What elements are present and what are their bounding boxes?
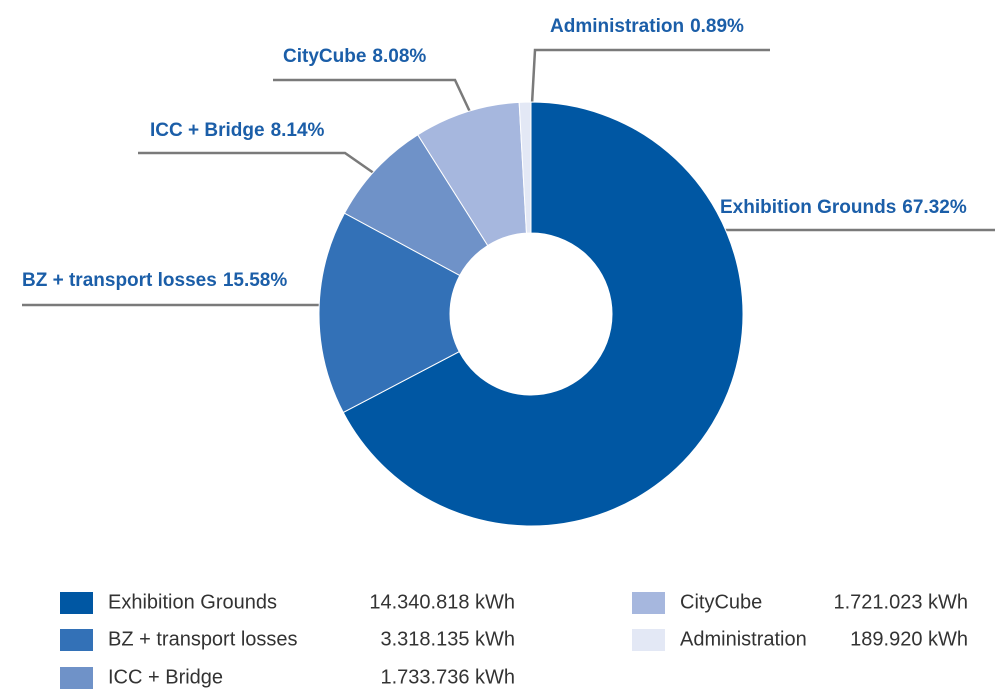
legend-swatch [632,592,665,614]
slice-label-name: ICC + Bridge [150,120,265,141]
slice-label-value: 8.14% [271,120,325,141]
legend-value: 1.733.736 kWh [380,666,515,688]
slice-label: ICC + Bridge 8.14% [150,120,325,141]
donut-slice [342,101,744,527]
legend-label: ICC + Bridge [108,666,223,688]
legend-label: Exhibition Grounds [108,591,277,613]
slice-label-name: CityCube [283,46,366,67]
legend-label: BZ + transport losses [108,628,298,650]
slice-label: CityCube 8.08% [283,46,426,67]
legend-swatch [60,667,93,689]
legend-label: Administration [680,628,807,650]
leader-line [273,78,472,113]
slice-label: Exhibition Grounds 67.32% [720,197,967,218]
leader-lines [22,48,995,307]
legend-value: 189.920 kWh [850,628,968,650]
legend-label: CityCube [680,591,762,613]
slice-label-name: BZ + transport losses [22,270,217,291]
legend-swatch [60,592,93,614]
legend-swatch [632,629,665,651]
legend-swatch [60,629,93,651]
legend-value: 1.721.023 kWh [833,591,968,613]
donut-slice [318,212,461,414]
slice-label-value: 0.89% [690,16,744,37]
legend-value: 3.318.135 kWh [380,628,515,650]
slice-label: BZ + transport losses 15.58% [22,270,287,291]
slice-label-name: Administration [550,16,684,37]
slice-label-value: 67.32% [902,197,967,218]
leader-line [138,151,379,178]
slice-label-value: 8.08% [372,46,426,67]
slice-label-name: Exhibition Grounds [720,197,896,218]
slice-label-value: 15.58% [223,270,288,291]
donut-slice [518,101,532,234]
legend-value: 14.340.818 kWh [369,591,515,613]
slice-label: Administration 0.89% [550,16,744,37]
leader-line [530,48,770,105]
